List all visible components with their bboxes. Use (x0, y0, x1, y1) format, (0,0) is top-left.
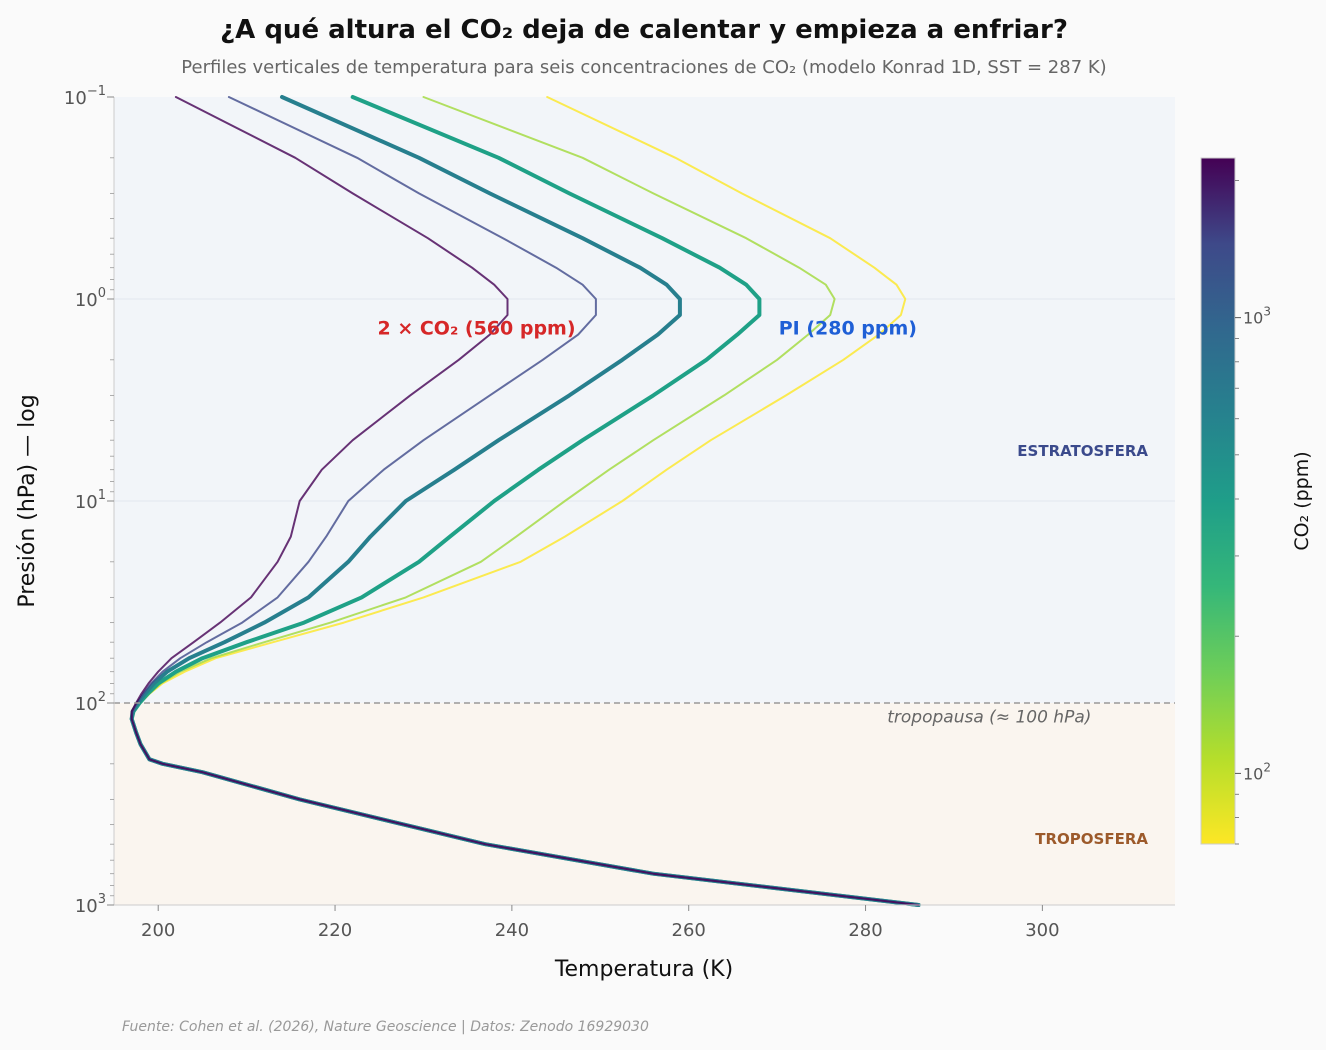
y-tick-label: 102 (75, 690, 106, 715)
colorbar-tick-label: 103 (1243, 305, 1271, 328)
y-tick-label: 103 (75, 892, 106, 917)
axes: 200 220 240 260 280 300 10−1 100 101 102 103 (64, 84, 1175, 941)
annotation-label: PI (280 ppm) (779, 318, 917, 340)
troposphere-region (114, 703, 1175, 905)
x-tick-label: 300 (1025, 920, 1059, 941)
colorbar-label: CO₂ (ppm) (1291, 451, 1313, 550)
annotations: 2 × CO₂ (560 ppm) PI (280 ppm) ESTRATOSFER… (377, 318, 1148, 849)
annotation-label: 2 × CO₂ (560 ppm) (377, 318, 575, 340)
colorbar-tick-label: 102 (1243, 760, 1271, 783)
x-tick-label: 260 (672, 920, 706, 941)
annotation-label: ESTRATOSFERA (1017, 442, 1148, 460)
series-line-2240-ppm (130, 96, 920, 906)
x-tick-label: 200 (141, 920, 175, 941)
horizontal-gridlines (114, 298, 1175, 502)
colorbar-ticks: 102 103 (1235, 180, 1271, 845)
y-tick-label: 101 (75, 488, 106, 513)
colorbar-gradient (1200, 157, 1236, 845)
y-tick-label: 100 (75, 286, 106, 311)
chart-subtitle: Perfiles verticales de temperatura para … (181, 57, 1106, 78)
x-tick-label: 280 (848, 920, 882, 941)
x-tick-label: 220 (318, 920, 352, 941)
co2-colorbar: 102 103 CO₂ (ppm) (1200, 157, 1313, 845)
annotation-label: tropopausa (≈ 100 hPa) (887, 708, 1091, 728)
series-layer (129, 95, 921, 907)
y-axis-label: Presión (hPa) — log (15, 394, 40, 607)
x-axis-label: Temperatura (K) (554, 957, 733, 982)
plot-area: 200 220 240 260 280 300 10−1 100 101 102 103 2 × C… (64, 84, 1175, 941)
annotation-label: TROPOSFERA (1035, 830, 1148, 848)
source-note: Fuente: Cohen et al. (2026), Nature Geos… (122, 1019, 649, 1035)
chart-title: ¿A qué altura el CO₂ deja de calentar y … (220, 15, 1068, 45)
y-tick-label: 10−1 (64, 84, 106, 109)
x-tick-label: 240 (495, 920, 529, 941)
